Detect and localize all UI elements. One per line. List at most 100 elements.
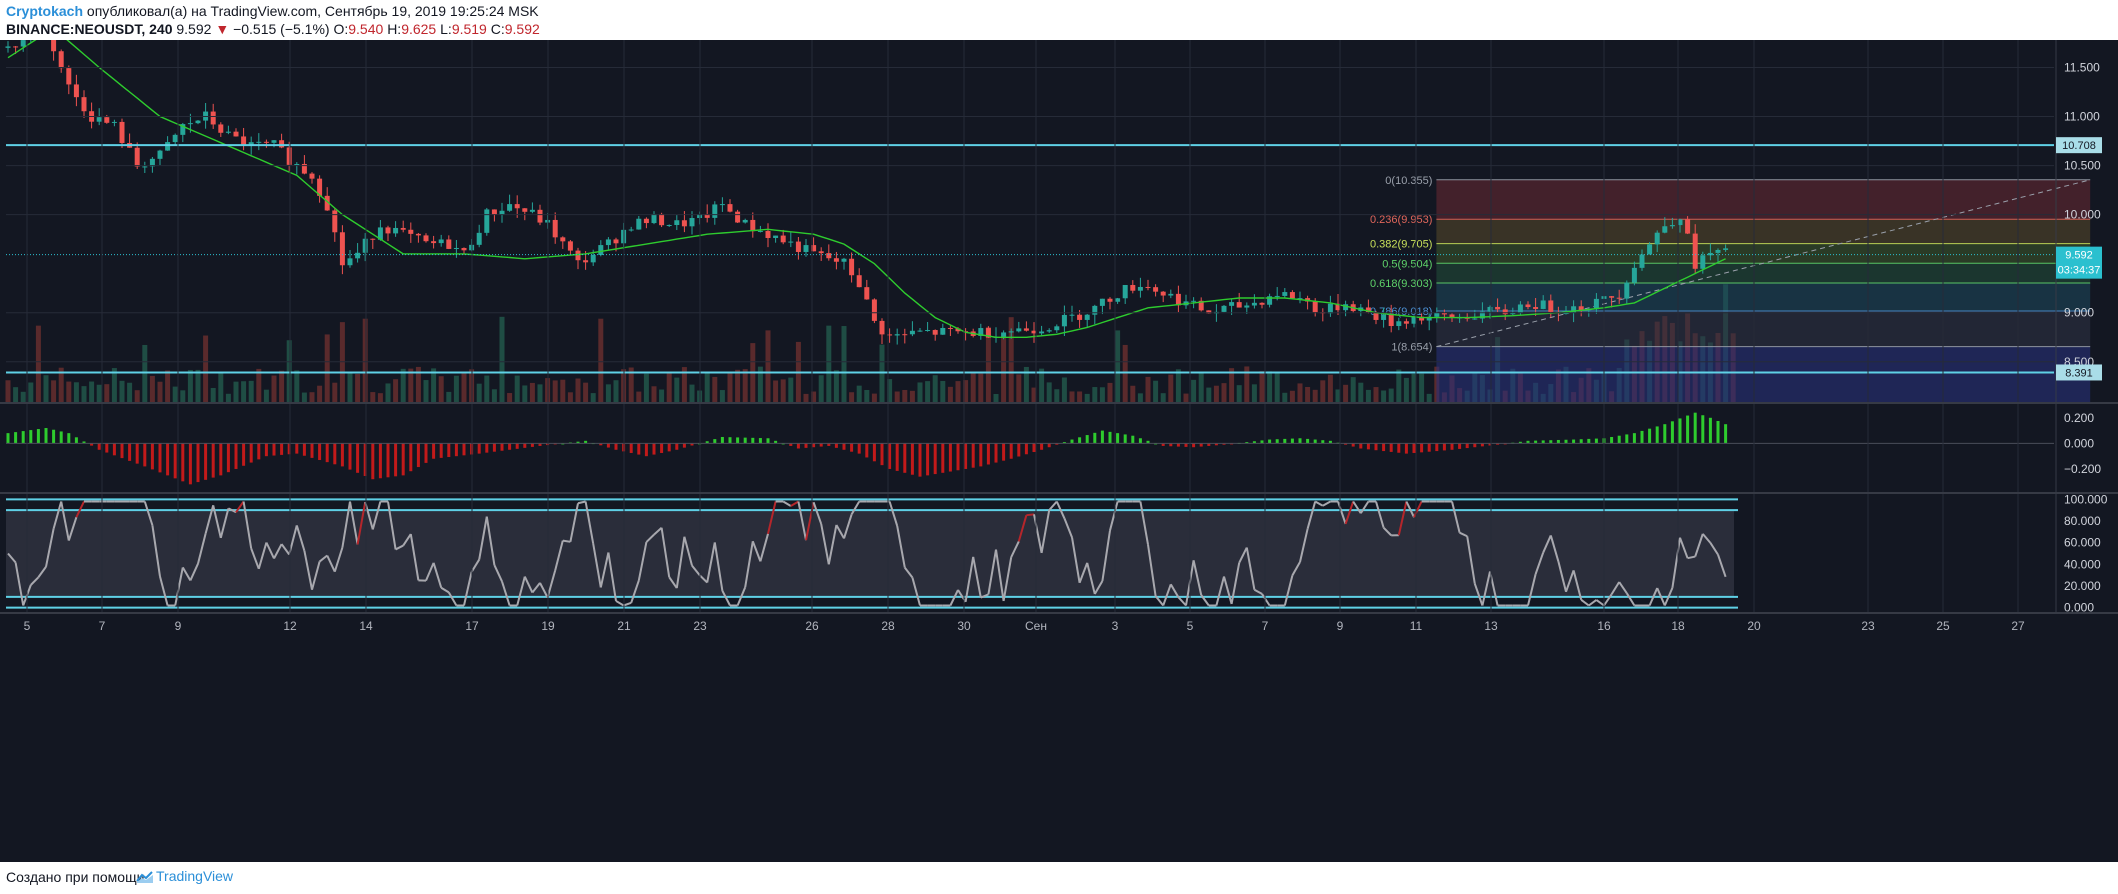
candle-body[interactable] xyxy=(841,258,847,262)
candle-body[interactable] xyxy=(864,287,870,300)
candle-body[interactable] xyxy=(1479,311,1485,319)
candle-body[interactable] xyxy=(1540,300,1546,309)
candle-body[interactable] xyxy=(317,178,323,196)
candle-body[interactable] xyxy=(1609,296,1615,298)
candle-body[interactable] xyxy=(567,241,573,251)
candle-body[interactable] xyxy=(689,218,695,227)
candle-body[interactable] xyxy=(301,163,307,174)
candle-body[interactable] xyxy=(1365,307,1371,313)
candle-body[interactable] xyxy=(985,328,991,338)
candle-body[interactable] xyxy=(393,227,399,234)
candle-body[interactable] xyxy=(149,158,155,167)
candle-body[interactable] xyxy=(1533,307,1539,309)
candle-body[interactable] xyxy=(461,247,467,251)
candle-body[interactable] xyxy=(499,210,505,215)
candle-body[interactable] xyxy=(902,334,908,336)
price-pane[interactable]: 0(10.355) 0.236(9.953) 0.382(9.705) 0.5(9.5… xyxy=(5,40,2091,402)
candle-body[interactable] xyxy=(1008,331,1014,333)
candle-body[interactable] xyxy=(271,140,277,143)
candle-body[interactable] xyxy=(1487,306,1493,312)
candle-body[interactable] xyxy=(1069,314,1075,316)
candle-body[interactable] xyxy=(1593,298,1599,310)
candle-body[interactable] xyxy=(765,230,771,239)
candle-body[interactable] xyxy=(1715,249,1721,253)
candle-body[interactable] xyxy=(704,214,710,218)
candle-body[interactable] xyxy=(172,134,178,143)
candle-body[interactable] xyxy=(438,239,444,244)
candle-body[interactable] xyxy=(1046,330,1052,332)
candle-body[interactable] xyxy=(377,227,383,240)
candle-body[interactable] xyxy=(727,204,733,212)
candle-body[interactable] xyxy=(1031,330,1037,334)
candle-body[interactable] xyxy=(104,117,110,123)
candle-body[interactable] xyxy=(1631,267,1637,283)
candle-body[interactable] xyxy=(659,213,665,226)
candle-body[interactable] xyxy=(1168,293,1174,296)
candle-body[interactable] xyxy=(1251,302,1257,306)
candle-body[interactable] xyxy=(1426,316,1432,321)
candle-body[interactable] xyxy=(932,330,938,335)
candle-body[interactable] xyxy=(248,142,254,146)
candle-body[interactable] xyxy=(750,219,756,232)
candle-body[interactable] xyxy=(1647,244,1653,255)
candle-body[interactable] xyxy=(560,237,566,242)
candle-body[interactable] xyxy=(1115,298,1121,302)
candle-body[interactable] xyxy=(362,238,368,253)
candle-body[interactable] xyxy=(5,46,11,48)
candle-body[interactable] xyxy=(849,258,855,276)
candle-body[interactable] xyxy=(73,84,79,98)
candle-body[interactable] xyxy=(871,299,877,321)
candle-body[interactable] xyxy=(674,220,680,225)
candle-body[interactable] xyxy=(355,252,361,259)
candle-body[interactable] xyxy=(955,328,961,332)
candle-body[interactable] xyxy=(643,218,649,224)
candle-body[interactable] xyxy=(1122,284,1128,299)
candle-body[interactable] xyxy=(1282,292,1288,296)
candle-body[interactable] xyxy=(894,334,900,336)
candle-body[interactable] xyxy=(1137,286,1143,291)
stoch-rsi-pane[interactable] xyxy=(6,498,1738,609)
candle-body[interactable] xyxy=(1723,248,1729,250)
candle-body[interactable] xyxy=(332,210,338,233)
candle-body[interactable] xyxy=(1396,321,1402,327)
candle-body[interactable] xyxy=(887,334,893,336)
candle-body[interactable] xyxy=(1023,328,1029,331)
candle-body[interactable] xyxy=(598,245,604,255)
candle-body[interactable] xyxy=(788,241,794,243)
candle-body[interactable] xyxy=(408,229,414,234)
candle-body[interactable] xyxy=(1092,305,1098,315)
candle-body[interactable] xyxy=(742,219,748,223)
candle-body[interactable] xyxy=(134,147,140,167)
candle-body[interactable] xyxy=(833,258,839,262)
candle-body[interactable] xyxy=(1343,304,1349,311)
candle-body[interactable] xyxy=(583,260,589,263)
candle-body[interactable] xyxy=(719,204,725,206)
candle-body[interactable] xyxy=(1434,312,1440,317)
candle-body[interactable] xyxy=(681,220,687,227)
candle-body[interactable] xyxy=(96,117,102,122)
chart-canvas[interactable]: 0(10.355) 0.236(9.953) 0.382(9.705) 0.5(9.5… xyxy=(0,40,2118,862)
candle-body[interactable] xyxy=(1654,232,1660,245)
author-link[interactable]: Cryptokach xyxy=(6,3,84,19)
candle-body[interactable] xyxy=(1669,225,1675,227)
candle-body[interactable] xyxy=(879,320,885,335)
candle-body[interactable] xyxy=(818,251,824,254)
candle-body[interactable] xyxy=(233,131,239,137)
candle-body[interactable] xyxy=(165,142,171,151)
candle-body[interactable] xyxy=(1084,314,1090,320)
candle-body[interactable] xyxy=(1289,292,1295,299)
candle-body[interactable] xyxy=(1175,293,1181,306)
candle-body[interactable] xyxy=(1700,255,1706,269)
candle-body[interactable] xyxy=(1312,301,1318,313)
candle-body[interactable] xyxy=(1077,314,1083,320)
candle-body[interactable] xyxy=(415,233,421,236)
moving-average-line[interactable] xyxy=(7,40,1726,338)
candle-body[interactable] xyxy=(210,111,216,125)
candle-body[interactable] xyxy=(58,51,64,69)
candle-body[interactable] xyxy=(225,131,231,133)
candle-body[interactable] xyxy=(1472,318,1478,320)
candle-body[interactable] xyxy=(856,275,862,288)
candle-body[interactable] xyxy=(909,330,915,335)
candle-body[interactable] xyxy=(1707,252,1713,256)
candle-body[interactable] xyxy=(1191,300,1197,302)
